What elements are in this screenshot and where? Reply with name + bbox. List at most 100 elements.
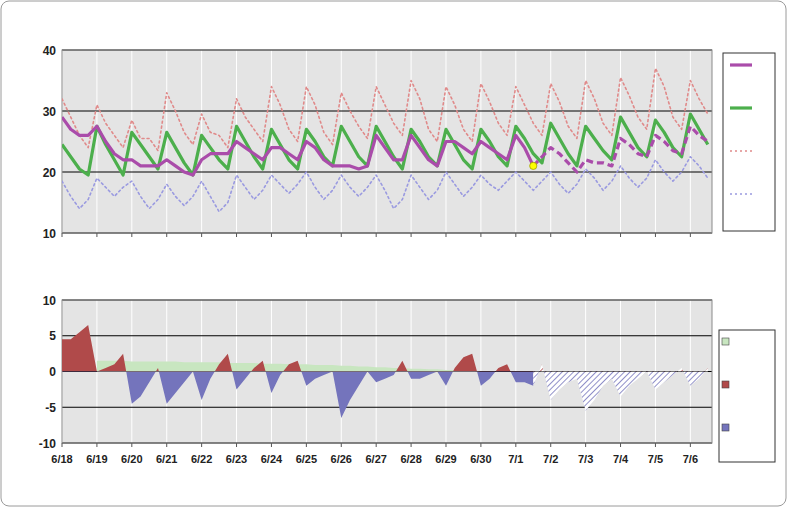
x-grid-line	[620, 50, 621, 233]
x-tick	[62, 233, 63, 237]
legend-swatch	[722, 424, 729, 431]
plot-background	[62, 300, 712, 443]
x-tick	[236, 443, 237, 447]
x-tick	[376, 233, 377, 237]
y-grid-line	[62, 407, 712, 408]
x-tick-label: 6/26	[331, 453, 352, 465]
x-tick-label: 6/27	[365, 453, 386, 465]
x-tick-label: 6/19	[86, 453, 107, 465]
x-tick	[341, 233, 342, 237]
area-negative	[62, 372, 533, 418]
series-group	[62, 325, 708, 418]
x-tick-label: 6/25	[296, 453, 317, 465]
plot-frame	[62, 50, 712, 233]
x-tick	[306, 233, 307, 237]
x-tick	[96, 233, 97, 237]
x-grid-line	[585, 50, 586, 233]
x-tick-label: 6/24	[261, 453, 283, 465]
y-tick-label: 40	[43, 44, 57, 58]
x-grid-line	[96, 50, 97, 233]
plot-frame	[62, 300, 712, 443]
figure-frame	[1, 1, 786, 506]
x-tick	[306, 443, 307, 447]
x-tick-label: 6/23	[226, 453, 247, 465]
y-tick-label: -10	[39, 437, 57, 451]
x-grid-line	[690, 50, 691, 233]
series-group	[62, 68, 708, 211]
x-tick	[445, 233, 446, 237]
legend-swatch	[722, 338, 729, 345]
x-tick	[166, 443, 167, 447]
x-tick-label: 6/29	[435, 453, 456, 465]
x-tick	[655, 233, 656, 237]
series-line	[62, 114, 708, 175]
plot-background	[62, 50, 712, 233]
x-tick	[62, 443, 63, 447]
point	[530, 162, 537, 169]
x-tick	[655, 443, 656, 447]
x-tick	[690, 233, 691, 237]
legend-swatch	[730, 63, 752, 66]
x-tick	[550, 233, 551, 237]
x-tick-label: 7/5	[648, 453, 663, 465]
x-tick-label: 7/1	[508, 453, 523, 465]
series-line	[533, 126, 708, 172]
x-tick	[166, 233, 167, 237]
x-tick	[201, 233, 202, 237]
x-tick	[480, 443, 481, 447]
x-tick-label: 7/2	[543, 453, 558, 465]
area-negative	[533, 372, 708, 411]
y-tick-label: 0	[49, 365, 56, 379]
x-tick	[585, 233, 586, 237]
x-tick-label: 7/4	[613, 453, 629, 465]
y-tick-label: 5	[49, 329, 56, 343]
x-tick	[690, 443, 691, 447]
x-tick	[236, 233, 237, 237]
x-tick	[480, 233, 481, 237]
x-tick	[271, 443, 272, 447]
legend-swatch	[730, 193, 752, 195]
x-tick-label: 6/28	[400, 453, 421, 465]
x-grid-line	[515, 50, 516, 233]
legend-swatch	[730, 150, 752, 152]
x-grid-line	[550, 50, 551, 233]
x-tick	[585, 443, 586, 447]
x-tick-label: 7/6	[683, 453, 698, 465]
x-tick-label: 7/3	[578, 453, 593, 465]
x-grid-line	[166, 50, 167, 233]
negative-group	[62, 372, 533, 418]
y-grid-line	[62, 172, 712, 173]
x-tick	[411, 233, 412, 237]
x-tick	[201, 443, 202, 447]
y-tick-label: 10	[43, 294, 57, 308]
x-tick	[341, 443, 342, 447]
x-tick	[515, 443, 516, 447]
x-tick-label: 6/30	[470, 453, 491, 465]
x-grid-line	[411, 50, 412, 233]
positive-group	[533, 364, 708, 371]
area-positive	[62, 325, 533, 371]
x-tick	[411, 443, 412, 447]
series-line	[62, 117, 533, 175]
x-tick	[620, 233, 621, 237]
legend-box	[723, 53, 775, 231]
x-tick	[96, 443, 97, 447]
x-tick	[515, 233, 516, 237]
y-tick-label: 30	[43, 105, 57, 119]
chart: 102030406/186/196/206/216/226/236/246/25…	[0, 0, 787, 507]
x-tick-label: 6/21	[156, 453, 177, 465]
legend-swatch	[730, 106, 752, 109]
area-positive	[533, 364, 708, 371]
x-tick	[131, 233, 132, 237]
legend-swatch	[722, 381, 729, 388]
x-tick	[445, 443, 446, 447]
x-tick	[376, 443, 377, 447]
x-tick-label: 6/22	[191, 453, 212, 465]
x-grid-line	[271, 50, 272, 233]
negative-group	[533, 372, 708, 411]
x-tick	[131, 443, 132, 447]
y-tick-label: -5	[45, 401, 56, 415]
x-tick-label: 6/20	[121, 453, 142, 465]
x-tick	[271, 233, 272, 237]
y-tick-label: 10	[43, 227, 57, 241]
